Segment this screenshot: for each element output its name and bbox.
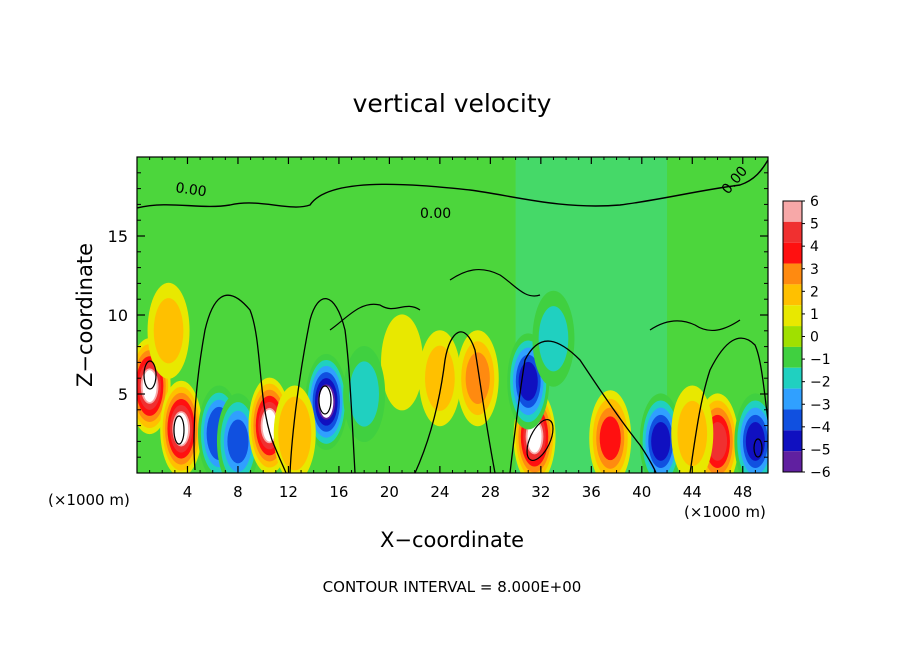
x-tick-label: 8 [233, 483, 243, 501]
plot-area: 0.00 0.00 0.00 [136, 156, 769, 474]
contour-ring [753, 438, 763, 458]
colorbar-label: 2 [810, 284, 819, 300]
colorbar-label: 4 [810, 239, 819, 255]
velocity-level [282, 407, 307, 460]
x-axis-label: X−coordinate [380, 528, 524, 552]
contour-ring [143, 360, 157, 390]
colorbar-label: −4 [810, 420, 831, 436]
velocity-level [227, 419, 249, 464]
colorbar-label: −6 [810, 465, 831, 481]
colorbar-label: 0 [810, 330, 819, 346]
x-tick-label: 44 [683, 483, 702, 501]
velocity-level [153, 298, 184, 364]
colorbar-label: −3 [810, 397, 831, 413]
contour-ring [526, 419, 554, 461]
colorbar-swatch [783, 451, 802, 472]
velocity-cell [639, 393, 682, 473]
contour-line [329, 303, 421, 331]
velocity-cell [343, 346, 386, 442]
velocity-level [677, 400, 708, 467]
colorbar-label: 5 [810, 217, 819, 233]
colorbar-swatch [783, 201, 802, 222]
x-unit-right: (×1000 m) [684, 503, 766, 521]
x-tick-label: 20 [380, 483, 399, 501]
velocity-level [387, 329, 417, 396]
colorbar-swatch [783, 430, 802, 452]
velocity-level [651, 421, 671, 461]
colorbar-label: 6 [810, 194, 819, 210]
velocity-cell [273, 385, 316, 473]
contour-line [509, 340, 657, 473]
colorbar-swatch [783, 367, 802, 389]
contour-ring [318, 385, 332, 415]
colorbar-label: −5 [810, 442, 831, 458]
velocity-cell [381, 314, 424, 411]
y-tick-label: 15 [108, 227, 128, 246]
x-tick-label: 48 [733, 483, 752, 501]
x-tick-label: 24 [430, 483, 449, 501]
contour-line [649, 319, 741, 332]
contour-label: 0.00 [174, 180, 207, 200]
colorbar-swatch [783, 263, 802, 285]
contour-line [414, 331, 496, 473]
velocity-cell [589, 390, 632, 473]
velocity-cell [147, 282, 190, 379]
x-unit-left: (×1000 m) [48, 491, 130, 509]
contour-ring [173, 415, 185, 445]
colorbar-label: 3 [810, 262, 819, 278]
colorbar-swatch [783, 409, 802, 431]
contour-line [193, 294, 287, 473]
velocity-cell [305, 353, 348, 450]
contour-line [137, 159, 768, 209]
colorbar-label: 1 [810, 307, 819, 323]
x-axis: 4 8 12 16 20 24 28 32 36 40 44 48 [149, 157, 756, 501]
velocity-level [538, 306, 569, 372]
velocity-cell [160, 380, 203, 473]
contour-interval-footer: CONTOUR INTERVAL = 8.000E+00 [323, 578, 582, 596]
x-tick-label: 40 [632, 483, 651, 501]
velocity-cell [418, 330, 461, 427]
contour-line [689, 337, 768, 473]
colorbar-swatch [783, 326, 802, 347]
velocity-level [599, 416, 621, 461]
velocity-cell [456, 330, 499, 427]
y-axis-label: Z−coordinate [73, 243, 97, 387]
y-axis: 5 10 15 [108, 172, 768, 458]
x-tick-label: 32 [531, 483, 550, 501]
colorbar-swatch [783, 388, 802, 410]
x-tick-label: 12 [279, 483, 298, 501]
x-tick-label: 28 [481, 483, 500, 501]
x-tick-label: 16 [329, 483, 348, 501]
velocity-level [425, 345, 455, 411]
colorbar: 6 5 4 3 2 1 0 −1 −2 −3 −4 −5 −6 [782, 194, 831, 481]
velocity-level [349, 361, 380, 427]
contour-line [449, 268, 541, 297]
colorbar-swatch [783, 284, 802, 306]
x-tick-label: 36 [582, 483, 601, 501]
colorbar-swatch [783, 242, 802, 264]
velocity-cell [532, 290, 575, 387]
velocity-peak [142, 370, 157, 403]
y-tick-label: 10 [108, 306, 128, 325]
velocity-cell [671, 385, 714, 473]
velocity-cell [216, 393, 259, 473]
colorbar-swatch [783, 305, 802, 327]
velocity-level [465, 352, 490, 404]
colorbar-label: −1 [810, 352, 831, 368]
colorbar-swatch [783, 221, 802, 243]
colorbar-swatch [783, 346, 802, 368]
velocity-peak [174, 412, 189, 445]
zero-contours [137, 159, 768, 473]
y-tick-label: 5 [118, 385, 128, 404]
velocity-field [137, 157, 768, 473]
colorbar-label: −2 [810, 375, 831, 391]
contour-line [289, 298, 356, 473]
x-tick-label: 4 [183, 483, 193, 501]
chart-title: vertical velocity [353, 89, 552, 118]
contour-label: 0.00 [420, 206, 451, 222]
